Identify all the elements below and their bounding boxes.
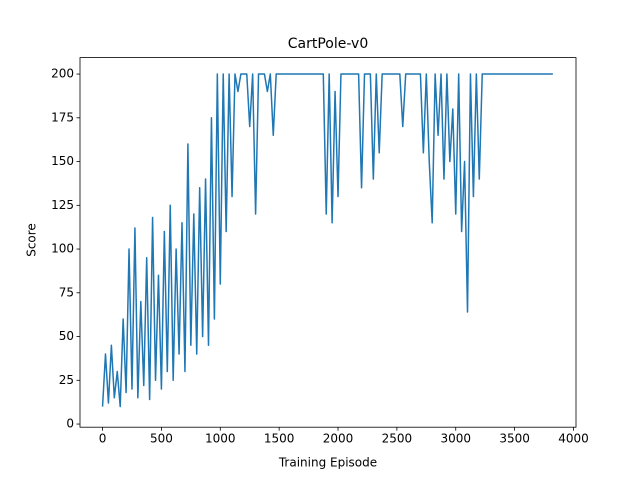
chart-title: CartPole-v0 xyxy=(288,36,368,52)
x-tick-label: 3000 xyxy=(440,432,471,446)
x-tick-label: 0 xyxy=(99,432,107,446)
x-tick-label: 1000 xyxy=(205,432,236,446)
line xyxy=(101,73,553,408)
x-tick-label: 3500 xyxy=(499,432,530,446)
y-tick-label: 125 xyxy=(51,198,74,212)
x-axis-label: Training Episode xyxy=(278,456,377,470)
x-tick-label: 2500 xyxy=(382,432,413,446)
y-tick-label: 175 xyxy=(51,110,74,124)
y-tick-label: 50 xyxy=(59,329,74,343)
y-tick-label: 25 xyxy=(59,373,74,387)
axes-frame xyxy=(79,57,577,428)
y-tick-label: 150 xyxy=(51,154,74,168)
y-tick-label: 0 xyxy=(66,417,74,431)
y-tick-label: 200 xyxy=(51,67,74,81)
x-tick-label: 500 xyxy=(150,432,173,446)
x-tick-label: 1500 xyxy=(264,432,295,446)
y-tick-label: 100 xyxy=(51,242,74,256)
y-tick-label: 75 xyxy=(59,285,74,299)
y-axis-label: Score xyxy=(25,223,39,257)
x-tick-label: 2000 xyxy=(323,432,354,446)
x-tick-label: 4000 xyxy=(558,432,589,446)
